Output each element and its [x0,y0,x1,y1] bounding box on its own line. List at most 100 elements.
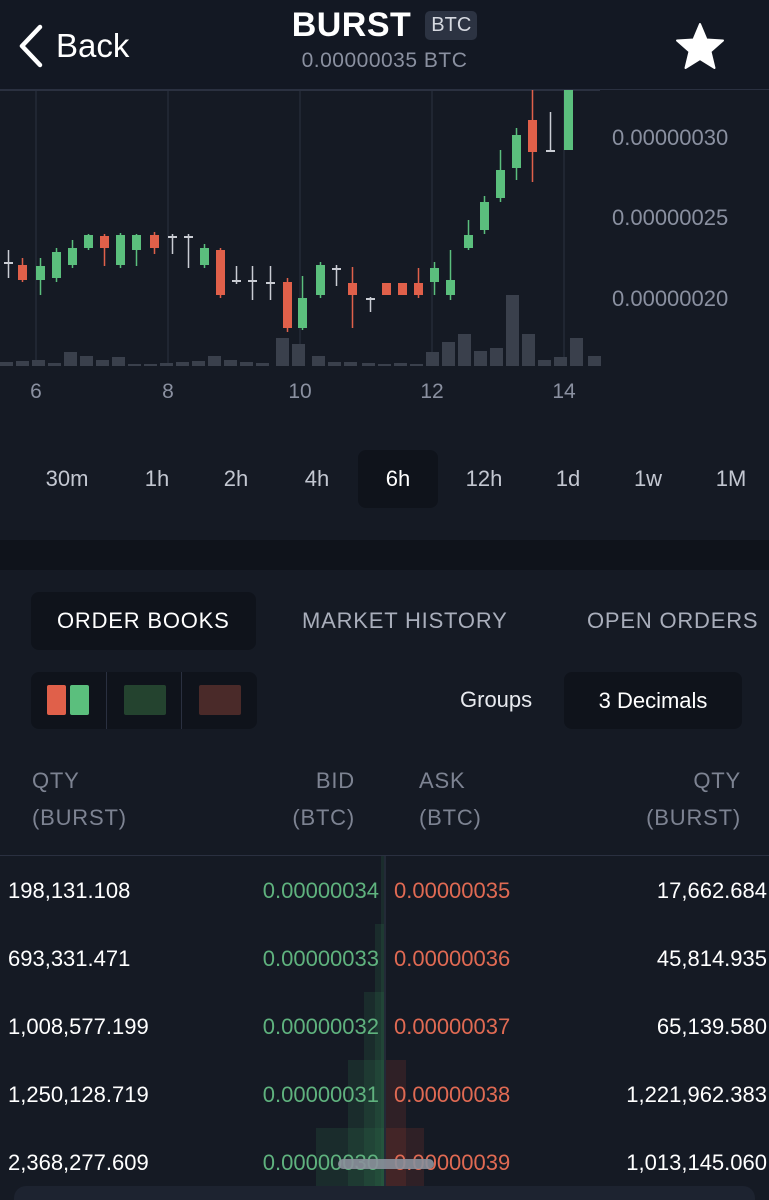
volume-bar [32,360,45,366]
bid-qty: 693,331.471 [8,946,131,971]
timeframe-1h[interactable]: 1h [144,466,170,491]
candle-body [366,298,375,300]
candle-body [36,266,45,280]
order-tabs: ORDER BOOKS MARKET HISTORY OPEN ORDERS [0,592,769,650]
candle-body [150,235,159,248]
volume-bar [588,356,601,366]
candle-body [332,268,341,270]
column-ask-unit: (BTC) [419,805,482,830]
column-qty-ask: QTY (BURST) [646,762,741,836]
volume-bar [48,363,61,366]
header-divider [0,855,769,856]
timeframe-30m[interactable]: 30m [45,466,89,491]
volume-bar [144,364,157,366]
column-qty-bid-label: QTY [32,768,80,793]
x-tick-label: 14 [552,380,576,403]
asks-swatch-icon [199,685,241,715]
bid-price: 0.00000032 [262,1014,379,1039]
groups-dropdown[interactable]: 3 Decimals [564,672,742,729]
order-row[interactable]: 1,008,577.199 0.00000032 0.00000037 65,1… [0,992,769,1060]
volume-bar [292,344,305,366]
bid-qty: 1,008,577.199 [8,1014,149,1039]
tab-open-orders[interactable]: OPEN ORDERS [587,608,759,633]
volume-bar [16,361,29,366]
view-both-button[interactable] [31,672,106,729]
candle-body [84,235,93,248]
timeframe-1M[interactable]: 1M [715,466,747,491]
candle-body [398,283,407,295]
volume-bar [96,360,109,366]
order-book[interactable]: 198,131.108 0.00000034 0.00000035 17,662… [0,856,769,1200]
x-tick-label: 8 [162,380,174,403]
volume-bar [312,356,325,366]
candle-body [496,170,505,198]
volume-bar [458,334,471,366]
candle-body [266,282,275,284]
order-row[interactable]: 1,250,128.719 0.00000031 0.00000038 1,22… [0,1060,769,1128]
candle-body [283,282,292,328]
bid-depth-bar [381,856,385,1200]
timeframe-6h[interactable]: 6h [358,450,438,508]
candle-body [382,283,391,295]
candle-body [116,235,125,265]
column-qty-bid-unit: (BURST) [32,805,127,830]
candle-body [298,298,307,328]
bid-price: 0.00000033 [262,946,379,971]
candle-body [546,150,555,152]
timeframe-2h[interactable]: 2h [223,466,249,491]
timeframe-12h[interactable]: 12h [465,466,503,491]
candle-body [132,235,141,250]
timeframe-1w[interactable]: 1w [633,466,663,491]
candle-body [564,90,573,150]
volume-bar [538,360,551,366]
volume-bar [64,352,77,366]
timeframe-1d[interactable]: 1d [555,466,581,491]
candle-body [480,202,489,230]
back-button[interactable]: Back [18,22,129,70]
candle-body [512,135,521,168]
column-qty-ask-label: QTY [693,768,741,793]
candle-body [184,236,193,238]
current-price: 0.00000035 BTC [301,49,468,72]
column-bid-label: BID [315,768,355,793]
candle-body [18,265,27,280]
volume-bar [128,364,141,366]
price-chart[interactable]: 0.00000030 0.00000025 0.00000020 6 8 10 12 14 [0,90,769,420]
x-tick-label: 12 [420,380,443,403]
column-ask: ASK (BTC) [419,762,482,836]
bid-price: 0.00000031 [262,1082,379,1107]
ask-qty: 17,662.684 [656,878,767,903]
page-title: BURST [291,6,412,44]
candle-body [348,283,357,295]
tab-order-books[interactable]: ORDER BOOKS [31,592,256,650]
order-row[interactable]: 198,131.108 0.00000034 0.00000035 17,662… [0,856,769,924]
book-center-line [384,856,386,1200]
volume-bar [506,295,519,366]
volume-bar [276,338,289,366]
volume-bar [224,360,237,366]
candle-body [316,265,325,295]
timeframe-4h[interactable]: 4h [304,466,330,491]
tab-market-history[interactable]: MARKET HISTORY [302,608,508,633]
volume-bar [362,363,375,366]
candle-body [430,268,439,282]
bid-qty: 2,368,277.609 [8,1150,149,1175]
candle-body [52,252,61,278]
column-bid-unit: (BTC) [292,805,355,830]
view-asks-button[interactable] [181,672,256,729]
volume-bar [240,362,253,366]
candle-body [464,235,473,248]
view-bids-button[interactable] [106,672,181,729]
column-qty-ask-unit: (BURST) [646,805,741,830]
candle-body [168,236,177,238]
order-row[interactable]: 693,331.471 0.00000033 0.00000036 45,814… [0,924,769,992]
volume-bar [378,364,391,366]
volume-bar [442,342,455,366]
star-icon[interactable] [674,22,726,72]
volume-bar [474,351,487,366]
bottom-sheet-handle[interactable] [14,1186,755,1200]
ask-qty: 45,814.935 [656,946,767,971]
scroll-indicator [338,1159,434,1169]
column-bid: BID (BTC) [292,762,355,836]
volume-bar [80,356,93,366]
